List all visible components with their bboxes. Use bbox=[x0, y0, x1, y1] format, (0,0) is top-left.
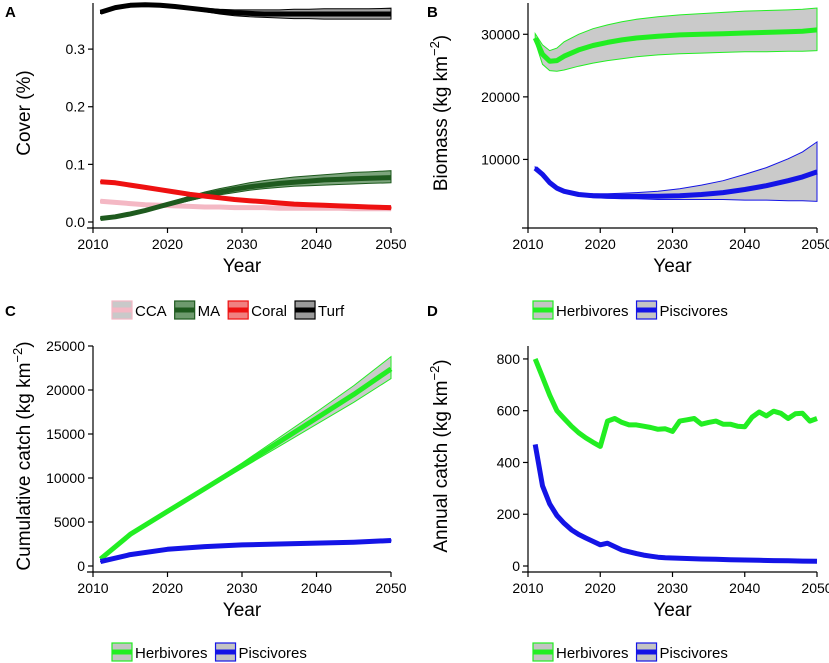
series-line-coral bbox=[100, 179, 392, 211]
series-line-herbivores bbox=[532, 357, 818, 449]
legend-label: MA bbox=[198, 303, 221, 320]
panel-a: A 2010 2020 2030 2040 2050 0.0 0.1 0.2 0.3 Year Cov… bbox=[5, 2, 407, 320]
legend-item-turf: Turf bbox=[294, 300, 345, 320]
x-tick-label: 2050 bbox=[375, 236, 406, 252]
y-tick-label: 30000 bbox=[481, 26, 520, 42]
y-axis-label: Cumulative catch (kg km−2) bbox=[10, 341, 35, 570]
x-tick-label: 2010 bbox=[512, 580, 543, 596]
legend-label: Herbivores bbox=[556, 303, 629, 320]
legend-item-piscivores: Piscivores bbox=[635, 300, 728, 320]
panel-b: B 2010 2020 2030 2040 2050 10000 20000 30000 Year… bbox=[427, 3, 829, 320]
series-line-herbivores bbox=[98, 366, 393, 561]
x-tick-label: 2040 bbox=[301, 236, 332, 252]
legend-item-cca: CCA bbox=[111, 300, 167, 320]
legend-item-ma: MA bbox=[174, 300, 221, 320]
y-tick-label: 10000 bbox=[481, 151, 520, 167]
series-line-herbivores bbox=[532, 27, 818, 64]
legend-label: Piscivores bbox=[660, 303, 728, 320]
x-tick-label: 2050 bbox=[801, 580, 829, 596]
series-line-piscivores bbox=[532, 443, 818, 564]
x-tick-label: 2020 bbox=[585, 580, 616, 596]
series-line-piscivores bbox=[533, 166, 818, 199]
legend-label: Herbivores bbox=[135, 645, 208, 662]
y-axis-label: Biomass (kg km−2) bbox=[427, 35, 452, 191]
y-tick-label: 5000 bbox=[54, 514, 85, 530]
y-tick-label: 0.2 bbox=[66, 99, 86, 115]
y-tick-label: 20000 bbox=[481, 89, 520, 105]
legend-label: Turf bbox=[318, 303, 345, 320]
x-tick-label: 2010 bbox=[77, 236, 108, 252]
series-line-ma bbox=[100, 175, 392, 221]
y-tick-label: 0 bbox=[512, 558, 520, 574]
x-tick-label: 2010 bbox=[512, 236, 543, 252]
x-axis-label: Year bbox=[223, 600, 262, 621]
y-tick-label: 800 bbox=[497, 351, 521, 367]
x-tick-label: 2020 bbox=[585, 236, 616, 252]
y-axis-label: Cover (%) bbox=[14, 70, 35, 156]
panel-label: A bbox=[5, 4, 16, 21]
y-tick-label: 15000 bbox=[46, 426, 85, 442]
panel-label: C bbox=[5, 303, 16, 320]
legend-label: Piscivores bbox=[660, 645, 728, 662]
legend-item-herbivores: Herbivores bbox=[532, 642, 629, 662]
y-tick-label: 25000 bbox=[46, 338, 85, 354]
panel-c: C 2010 2020 2030 2040 2050 0 5000 10000 15000 2000… bbox=[5, 303, 407, 662]
x-tick-label: 2050 bbox=[801, 236, 829, 252]
x-tick-label: 2040 bbox=[729, 580, 760, 596]
legend-label: Herbivores bbox=[556, 645, 629, 662]
x-tick-label: 2030 bbox=[657, 236, 688, 252]
y-tick-label: 0.0 bbox=[66, 214, 86, 230]
x-tick-label: 2030 bbox=[226, 236, 257, 252]
legend-label: CCA bbox=[135, 303, 167, 320]
legend-item-herbivores: Herbivores bbox=[532, 300, 629, 320]
x-tick-label: 2020 bbox=[152, 580, 183, 596]
panel-label: B bbox=[427, 4, 438, 21]
x-tick-label: 2040 bbox=[301, 580, 332, 596]
y-tick-label: 0 bbox=[77, 558, 85, 574]
x-tick-label: 2020 bbox=[152, 236, 183, 252]
x-tick-label: 2030 bbox=[226, 580, 257, 596]
legend-label: Coral bbox=[251, 303, 287, 320]
y-tick-label: 10000 bbox=[46, 470, 85, 486]
legend-label: Piscivores bbox=[239, 645, 307, 662]
band-herbivores bbox=[534, 7, 818, 72]
legend-item-herbivores: Herbivores bbox=[111, 642, 208, 662]
x-axis-label: Year bbox=[653, 256, 692, 277]
y-tick-label: 0.3 bbox=[66, 41, 86, 57]
x-tick-label: 2040 bbox=[729, 236, 760, 252]
legend-item-coral: Coral bbox=[227, 300, 287, 320]
y-axis-label: Annual catch (kg km−2) bbox=[427, 359, 452, 552]
x-axis-label: Year bbox=[653, 600, 692, 621]
y-tick-label: 20000 bbox=[46, 382, 85, 398]
y-tick-label: 200 bbox=[497, 506, 521, 522]
series-line-turf bbox=[99, 2, 391, 17]
x-tick-label: 2050 bbox=[375, 580, 406, 596]
y-tick-label: 0.1 bbox=[66, 156, 86, 172]
x-tick-label: 2010 bbox=[77, 580, 108, 596]
legend-item-piscivores: Piscivores bbox=[635, 642, 728, 662]
panel-d: D 2010 2020 2030 2040 2050 0 200 400 600 800 Year An… bbox=[427, 303, 829, 662]
series-line-piscivores bbox=[99, 538, 392, 565]
y-tick-label: 600 bbox=[497, 403, 521, 419]
x-tick-label: 2030 bbox=[657, 580, 688, 596]
legend-item-piscivores: Piscivores bbox=[214, 642, 307, 662]
x-axis-label: Year bbox=[223, 256, 262, 277]
y-tick-label: 400 bbox=[497, 454, 521, 470]
panel-label: D bbox=[427, 303, 438, 320]
